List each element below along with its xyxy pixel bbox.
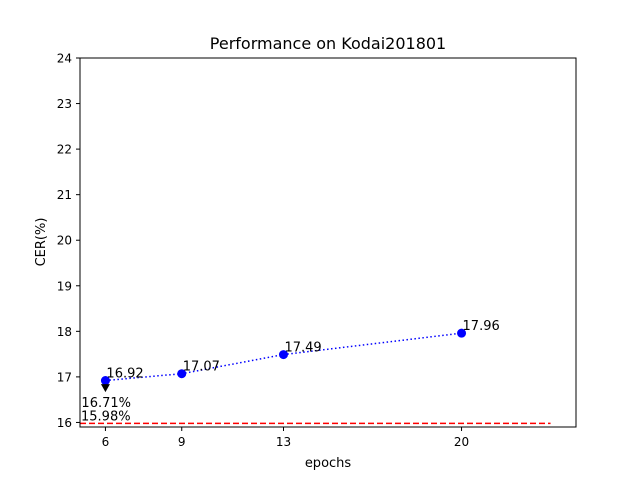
data-label: 17.96 [463, 319, 500, 334]
x-tick-label: 6 [102, 435, 110, 449]
y-tick-label: 22 [57, 143, 72, 157]
y-tick-label: 19 [57, 279, 72, 293]
data-label: 16.92 [106, 367, 143, 382]
annotation-label: 16.71% [81, 396, 131, 411]
y-tick-label: 18 [57, 325, 72, 339]
x-tick-label: 9 [178, 435, 186, 449]
data-label: 17.07 [183, 360, 220, 375]
annotation-arrow-head [100, 384, 110, 393]
y-tick-label: 21 [57, 188, 72, 202]
x-tick-label: 13 [276, 435, 291, 449]
series-line [105, 332, 462, 382]
data-label: 17.49 [284, 341, 321, 356]
y-tick-label: 24 [57, 52, 72, 66]
x-axis: 6 9 13 20 [102, 427, 469, 449]
data-point [457, 328, 467, 338]
plot-frame [79, 57, 577, 428]
x-axis-label: epochs [305, 456, 352, 471]
chart-title: Performance on Kodai201801 [210, 34, 446, 53]
y-tick-label: 16 [57, 416, 72, 430]
data-point [100, 376, 110, 386]
y-tick-label: 17 [57, 370, 72, 384]
baseline-label: 15.98% [81, 409, 131, 424]
plot-area: 15.98% 16.92 17.07 17.49 17.96 16.71% [80, 319, 551, 424]
x-tick-label: 20 [454, 435, 469, 449]
y-tick-label: 20 [57, 234, 72, 248]
y-tick-label: 23 [57, 97, 72, 111]
data-point [177, 369, 187, 379]
y-axis-label: CER(%) [34, 218, 49, 267]
data-point [278, 350, 288, 360]
y-axis: 16 17 18 19 20 21 22 23 24 [57, 52, 80, 430]
